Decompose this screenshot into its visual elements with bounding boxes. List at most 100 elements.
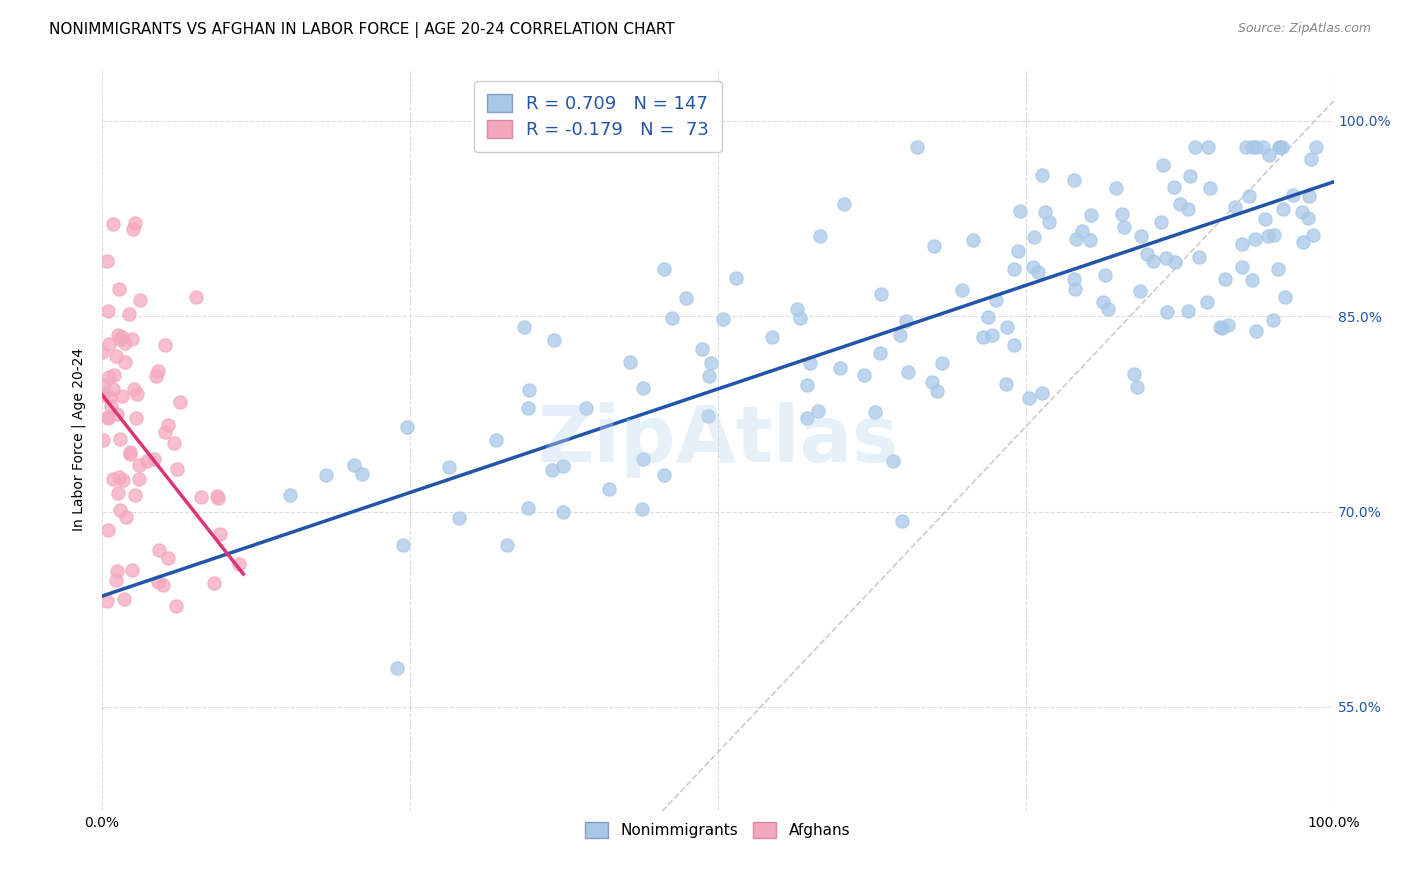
Point <box>697 368 720 383</box>
Point <box>103 368 125 382</box>
Point <box>1209 320 1232 334</box>
Point <box>925 384 948 398</box>
Point <box>111 330 134 344</box>
Point <box>186 290 208 304</box>
Point <box>395 420 418 434</box>
Point <box>153 425 176 439</box>
Point <box>104 349 127 363</box>
Point <box>1071 224 1094 238</box>
Point <box>124 411 146 425</box>
Point <box>543 333 565 347</box>
Point <box>1156 305 1178 319</box>
Point <box>93 385 115 400</box>
Point <box>1237 189 1260 203</box>
Point <box>1018 392 1040 406</box>
Point <box>128 472 150 486</box>
Point <box>1063 271 1085 285</box>
Point <box>111 389 134 403</box>
Point <box>619 355 641 369</box>
Point <box>157 551 180 566</box>
Point <box>1271 202 1294 216</box>
Point <box>1022 260 1045 274</box>
Point <box>977 310 1000 324</box>
Point <box>630 502 652 516</box>
Point <box>1008 204 1031 219</box>
Point <box>807 403 830 417</box>
Point <box>828 360 851 375</box>
Point <box>1152 157 1174 171</box>
Point <box>1263 228 1285 243</box>
Point <box>1178 169 1201 184</box>
Point <box>984 293 1007 307</box>
Point <box>553 459 575 474</box>
Point <box>1163 180 1185 194</box>
Point <box>392 538 415 552</box>
Point <box>724 271 747 285</box>
Point <box>631 381 654 395</box>
Point <box>112 591 135 606</box>
Point <box>1094 268 1116 282</box>
Point <box>1198 181 1220 195</box>
Point <box>1002 261 1025 276</box>
Point <box>96 253 118 268</box>
Point <box>352 467 374 482</box>
Point <box>980 328 1002 343</box>
Point <box>163 436 186 450</box>
Point <box>517 383 540 397</box>
Point <box>995 320 1018 334</box>
Point <box>127 387 149 401</box>
Point <box>1257 228 1279 243</box>
Point <box>315 467 337 482</box>
Point <box>1091 294 1114 309</box>
Point <box>121 563 143 577</box>
Point <box>905 139 928 153</box>
Point <box>675 291 697 305</box>
Point <box>343 458 366 472</box>
Point <box>190 490 212 504</box>
Point <box>449 511 471 525</box>
Point <box>96 593 118 607</box>
Point <box>1038 215 1060 229</box>
Point <box>97 523 120 537</box>
Point <box>1251 139 1274 153</box>
Point <box>118 444 141 458</box>
Point <box>832 197 855 211</box>
Point <box>205 490 228 504</box>
Point <box>1267 262 1289 277</box>
Point <box>631 452 654 467</box>
Point <box>97 369 120 384</box>
Point <box>1197 139 1219 153</box>
Point <box>91 345 114 359</box>
Point <box>110 503 132 517</box>
Point <box>931 356 953 370</box>
Text: Source: ZipAtlas.com: Source: ZipAtlas.com <box>1237 22 1371 36</box>
Point <box>516 401 538 415</box>
Legend: Nonimmigrants, Afghans: Nonimmigrants, Afghans <box>579 816 856 845</box>
Point <box>228 557 250 571</box>
Point <box>863 405 886 419</box>
Point <box>1244 231 1267 245</box>
Point <box>700 356 723 370</box>
Point <box>437 460 460 475</box>
Point <box>894 314 917 328</box>
Point <box>1105 181 1128 195</box>
Point <box>495 538 517 552</box>
Point <box>1244 139 1267 153</box>
Point <box>1271 139 1294 153</box>
Point <box>98 390 121 404</box>
Point <box>97 409 120 424</box>
Point <box>1031 168 1053 182</box>
Point <box>114 354 136 368</box>
Point <box>1028 265 1050 279</box>
Point <box>1305 139 1327 153</box>
Point <box>1268 139 1291 153</box>
Point <box>107 486 129 500</box>
Point <box>540 463 562 477</box>
Point <box>869 287 891 301</box>
Point <box>1296 211 1319 225</box>
Point <box>122 382 145 396</box>
Point <box>145 368 167 383</box>
Point <box>1112 219 1135 234</box>
Point <box>513 319 536 334</box>
Point <box>169 395 191 409</box>
